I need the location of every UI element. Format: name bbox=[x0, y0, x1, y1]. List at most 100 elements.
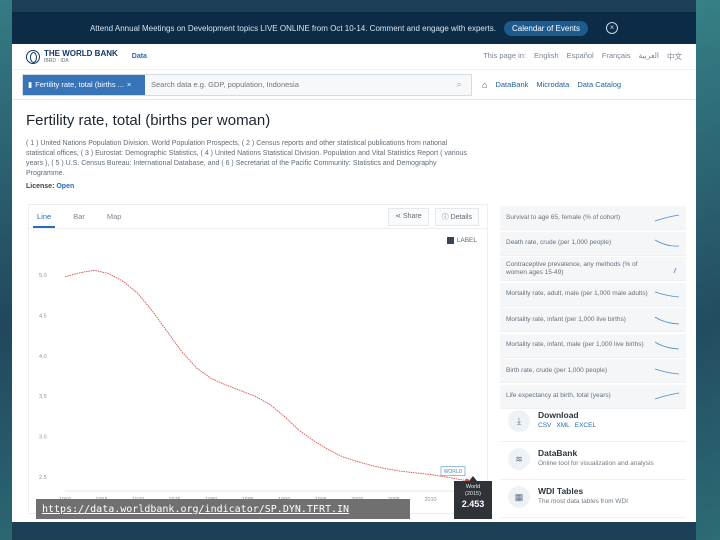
sparkline-icon bbox=[654, 392, 680, 400]
search-box: ▮ Fertility rate, total (births ... × ⌕ bbox=[22, 73, 472, 96]
related-item[interactable]: Mortality rate, adult, male (per 1,000 m… bbox=[500, 282, 686, 307]
fertility-line-chart: 2.53.03.54.04.55.01960196519701975198019… bbox=[39, 269, 473, 503]
related-item[interactable]: Life expectancy at birth, total (years) bbox=[500, 384, 686, 409]
sparkline-icon bbox=[654, 341, 680, 350]
y-tick-label: 4.5 bbox=[39, 314, 47, 320]
microdata-link[interactable]: Microdata bbox=[536, 80, 570, 89]
language-arabic[interactable]: العربية bbox=[638, 51, 660, 60]
world-tag-box bbox=[440, 466, 466, 477]
databank-subtitle: Online tool for visualization and analys… bbox=[538, 460, 654, 467]
related-item-label: Birth rate, crude (per 1,000 people) bbox=[506, 366, 608, 374]
download-xml-link[interactable]: XML bbox=[556, 422, 570, 429]
calendar-button[interactable]: Calendar of Events bbox=[503, 20, 589, 36]
language-spanish[interactable]: Español bbox=[566, 51, 594, 60]
series-line-world bbox=[64, 269, 468, 482]
databank-link[interactable]: DataBank bbox=[495, 80, 529, 89]
wdi-tables-subtitle: The most data tables from WDI bbox=[538, 498, 628, 505]
download-csv-link[interactable]: CSV bbox=[538, 422, 552, 429]
label-toggle[interactable]: LABEL bbox=[446, 237, 477, 244]
browser-page: THE WORLD BANK IBRD · IDA Data This page… bbox=[12, 44, 696, 522]
download-icon: ⤓ bbox=[508, 410, 530, 432]
sparkline-icon bbox=[654, 316, 680, 324]
home-icon[interactable]: ⌂ bbox=[482, 79, 488, 90]
close-icon[interactable]: × bbox=[606, 22, 619, 34]
y-tick-label: 2.5 bbox=[39, 475, 47, 481]
related-item-label: Mortality rate, infant, male (per 1,000 … bbox=[506, 341, 644, 348]
globe-icon bbox=[26, 49, 40, 64]
wdi-tables-item[interactable]: ▦ WDI Tables The most data tables from W… bbox=[500, 480, 686, 518]
tab-bar[interactable]: Bar bbox=[73, 212, 85, 221]
related-item-label: Mortality rate, adult, male (per 1,000 m… bbox=[506, 290, 648, 297]
chart-actions: ⋖ Share ⓘ Details bbox=[388, 207, 479, 226]
databank-title: DataBank bbox=[538, 448, 578, 458]
chip-icon: ▮ bbox=[28, 80, 33, 89]
download-excel-link[interactable]: EXCEL bbox=[574, 422, 597, 429]
chip-close-icon[interactable]: × bbox=[126, 80, 132, 89]
y-tick-label: 5.0 bbox=[39, 273, 47, 279]
download-section: ⤓ Download CSV XML EXCEL ≋ DataBank Onli… bbox=[500, 404, 686, 518]
related-item[interactable]: Mortality rate, infant (per 1,000 live b… bbox=[500, 308, 686, 332]
indicator-chip[interactable]: ▮ Fertility rate, total (births ... × bbox=[23, 74, 145, 95]
related-item-label: Survival to age 65, female (% of cohort) bbox=[506, 213, 621, 221]
label-checkbox[interactable] bbox=[446, 237, 454, 244]
world-bank-logo[interactable]: THE WORLD BANK IBRD · IDA bbox=[26, 49, 118, 64]
sparkline-icon bbox=[673, 267, 677, 273]
sparkline-icon bbox=[654, 368, 680, 374]
details-button[interactable]: ⓘ Details bbox=[434, 207, 479, 226]
sparkline-icon bbox=[654, 291, 680, 298]
download-formats: CSV XML EXCEL bbox=[538, 422, 596, 429]
x-tick-label: 2010 bbox=[424, 497, 436, 503]
language-selector: This page in: English Español Français ا… bbox=[483, 51, 682, 62]
download-title: Download bbox=[538, 410, 579, 420]
table-icon: ▦ bbox=[508, 486, 530, 508]
world-tag-label: WORLD bbox=[444, 469, 463, 475]
data-catalog-link[interactable]: Data Catalog bbox=[577, 80, 622, 89]
related-item[interactable]: Survival to age 65, female (% of cohort) bbox=[500, 206, 686, 230]
language-french[interactable]: Français bbox=[601, 51, 631, 60]
related-item-label: Life expectancy at birth, total (years) bbox=[506, 392, 611, 399]
related-item[interactable]: Contraceptive prevalence, any methods (%… bbox=[500, 257, 686, 281]
label-toggle-text: LABEL bbox=[456, 237, 477, 244]
y-tick-label: 3.5 bbox=[39, 394, 47, 400]
related-item-label: Death rate, crude (per 1,000 people) bbox=[506, 239, 612, 246]
related-item[interactable]: Birth rate, crude (per 1,000 people) bbox=[500, 359, 686, 383]
slide-frame-right bbox=[696, 0, 720, 540]
related-item[interactable]: Mortality rate, infant, male (per 1,000 … bbox=[500, 333, 686, 358]
share-button[interactable]: ⋖ Share bbox=[388, 207, 429, 226]
language-english[interactable]: English bbox=[534, 51, 559, 60]
language-label: This page in: bbox=[483, 51, 527, 60]
tab-map[interactable]: Map bbox=[106, 212, 122, 221]
license: License: Open bbox=[26, 183, 682, 190]
share-label: Share bbox=[402, 212, 422, 220]
top-nav: THE WORLD BANK IBRD · IDA Data This page… bbox=[12, 44, 696, 70]
chart-panel: Line Bar Map ⋖ Share ⓘ Details LABEL 2.5… bbox=[28, 204, 488, 514]
page-title: Fertility rate, total (births per woman) bbox=[26, 112, 271, 129]
indicator-header: Fertility rate, total (births per woman)… bbox=[12, 100, 696, 200]
chip-label: Fertility rate, total (births ... bbox=[35, 80, 124, 89]
databank-item[interactable]: ≋ DataBank Online tool for visualization… bbox=[500, 442, 686, 480]
search-bar: ▮ Fertility rate, total (births ... × ⌕ … bbox=[12, 70, 696, 100]
search-icon[interactable]: ⌕ bbox=[456, 79, 462, 89]
url-caption[interactable]: https://data.worldbank.org/indicator/SP.… bbox=[36, 499, 410, 519]
tab-line[interactable]: Line bbox=[32, 212, 56, 228]
y-tick-label: 4.0 bbox=[39, 354, 47, 360]
chart-tabs: Line Bar Map ⋖ Share ⓘ Details bbox=[29, 205, 487, 229]
sparkline-icon bbox=[654, 239, 680, 247]
language-chinese[interactable]: 中文 bbox=[667, 52, 682, 61]
related-indicators: Survival to age 65, female (% of cohort)… bbox=[500, 206, 686, 410]
data-nav-link[interactable]: Data bbox=[131, 53, 147, 60]
license-label: License: bbox=[26, 183, 55, 190]
source-citation: ( 1 ) United Nations Population Division… bbox=[26, 140, 467, 177]
search-input[interactable] bbox=[145, 74, 447, 95]
download-item: ⤓ Download CSV XML EXCEL bbox=[500, 404, 686, 442]
related-item[interactable]: Death rate, crude (per 1,000 people) bbox=[500, 231, 686, 256]
quick-links: ⌂ DataBank Microdata Data Catalog bbox=[482, 80, 621, 90]
related-item-label: Mortality rate, infant (per 1,000 live b… bbox=[506, 315, 626, 323]
license-link[interactable]: Open bbox=[56, 183, 75, 190]
y-tick-label: 3.0 bbox=[39, 435, 47, 441]
logo-subtext: IBRD · IDA bbox=[44, 57, 69, 64]
announcement-banner: Attend Annual Meetings on Development to… bbox=[12, 12, 696, 44]
banner-text: Attend Annual Meetings on Development to… bbox=[89, 23, 496, 33]
tooltip-year: (2015) bbox=[465, 491, 481, 497]
database-icon: ≋ bbox=[508, 448, 530, 470]
